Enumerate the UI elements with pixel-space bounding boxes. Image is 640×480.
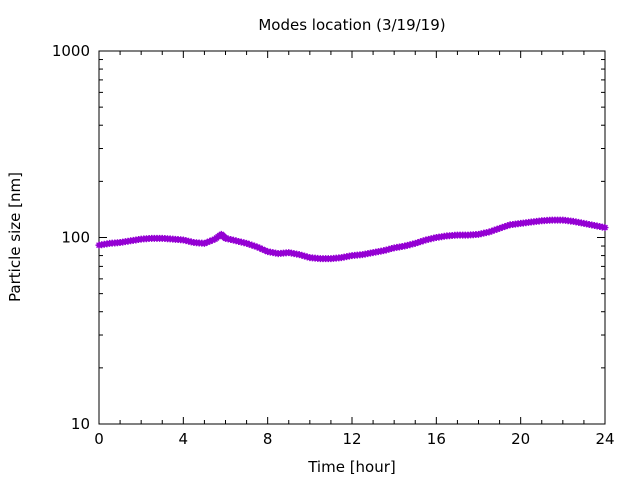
data-point bbox=[298, 251, 306, 259]
data-point bbox=[248, 241, 256, 249]
data-point bbox=[250, 242, 258, 250]
y-axis-label: Particle size [nm] bbox=[6, 172, 24, 302]
x-tick-label: 12 bbox=[342, 430, 361, 448]
x-tick-label: 8 bbox=[263, 430, 273, 448]
data-point bbox=[295, 251, 303, 259]
data-point bbox=[200, 239, 208, 247]
data-point bbox=[303, 253, 311, 261]
data-point bbox=[382, 246, 390, 254]
axis-ticks bbox=[98, 50, 606, 425]
series-layer bbox=[95, 216, 609, 263]
data-point bbox=[485, 228, 493, 236]
x-tick-label: 20 bbox=[511, 430, 530, 448]
data-point bbox=[206, 237, 214, 245]
x-tick-label: 4 bbox=[179, 430, 189, 448]
x-tick-label: 0 bbox=[94, 430, 104, 448]
data-point bbox=[496, 224, 504, 232]
x-tick-label: 24 bbox=[595, 430, 614, 448]
data-point bbox=[301, 252, 309, 260]
x-tick-label: 16 bbox=[427, 430, 446, 448]
data-point bbox=[493, 225, 501, 233]
data-point bbox=[414, 239, 422, 247]
data-point bbox=[498, 223, 506, 231]
data-point bbox=[601, 224, 609, 232]
data-point bbox=[419, 237, 427, 245]
data-point bbox=[253, 243, 261, 251]
data-point bbox=[490, 226, 498, 234]
data-point bbox=[385, 245, 393, 253]
data-point bbox=[411, 239, 419, 247]
data-point bbox=[417, 238, 425, 246]
data-point bbox=[488, 227, 496, 235]
data-point bbox=[203, 238, 211, 246]
y-tick-label: 1000 bbox=[52, 42, 90, 60]
x-axis-label: Time [hour] bbox=[307, 458, 396, 476]
y-tick-label: 10 bbox=[71, 415, 90, 433]
chart-title: Modes location (3/19/19) bbox=[258, 16, 445, 34]
y-tick-label: 100 bbox=[61, 229, 90, 247]
data-point bbox=[388, 245, 396, 253]
data-point bbox=[261, 246, 269, 254]
data-point bbox=[380, 247, 388, 255]
data-point bbox=[256, 244, 264, 252]
data-point bbox=[258, 245, 266, 253]
data-point bbox=[243, 239, 251, 247]
data-point bbox=[245, 240, 253, 248]
data-point bbox=[501, 223, 509, 231]
data-point bbox=[208, 236, 216, 244]
tick-labels: 0 4 8 12 16 20 24 10 100 1000 bbox=[52, 42, 615, 448]
data-point bbox=[503, 222, 511, 230]
